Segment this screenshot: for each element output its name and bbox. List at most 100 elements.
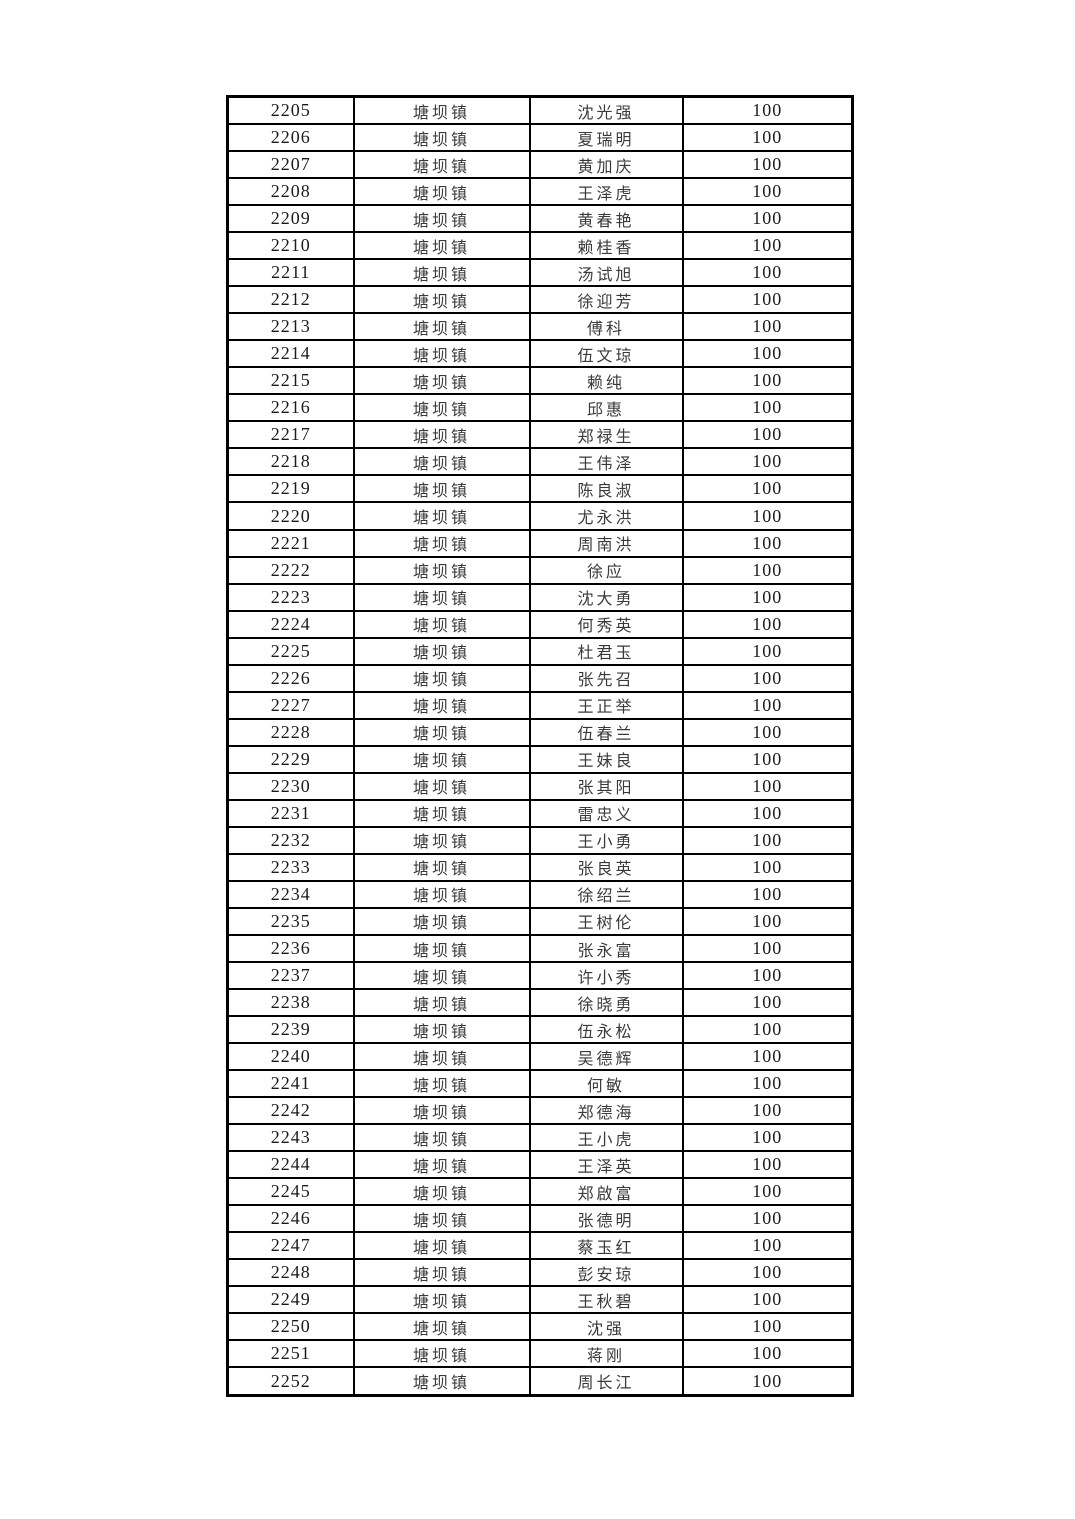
town-cell: 塘坝镇 (352, 177, 531, 207)
name-cell: 王正举 (528, 690, 684, 720)
town-cell: 塘坝镇 (352, 231, 531, 261)
serial-cell: 2231 (226, 798, 355, 828)
name-cell: 汤试旭 (528, 258, 684, 288)
name-cell: 郑禄生 (528, 420, 684, 450)
serial-cell: 2241 (226, 1069, 355, 1099)
name-cell: 杜君玉 (528, 636, 684, 666)
table-row: 2210 塘坝镇 赖桂香 100 (226, 231, 854, 261)
town-cell: 塘坝镇 (352, 663, 531, 693)
table-row: 2245 塘坝镇 郑啟富 100 (226, 1177, 854, 1207)
name-cell: 张先召 (528, 663, 684, 693)
serial-cell: 2224 (226, 609, 355, 639)
score-cell: 100 (681, 1069, 854, 1099)
town-cell: 塘坝镇 (352, 474, 531, 504)
serial-cell: 2240 (226, 1042, 355, 1072)
serial-cell: 2220 (226, 501, 355, 531)
score-cell: 100 (681, 933, 854, 964)
score-cell: 100 (681, 393, 854, 423)
roster-table: 2205 塘坝镇 沈光强 100 2206 塘坝镇 夏瑞明 100 2207 塘… (226, 95, 854, 1397)
table-row: 2234 塘坝镇 徐绍兰 100 (226, 879, 854, 909)
town-cell: 塘坝镇 (352, 501, 531, 531)
table-row: 2218 塘坝镇 王伟泽 100 (226, 447, 854, 477)
name-cell: 赖纯 (528, 366, 684, 396)
table-row: 2247 塘坝镇 蔡玉红 100 (226, 1231, 854, 1261)
name-cell: 王小勇 (528, 825, 684, 855)
town-cell: 塘坝镇 (352, 447, 531, 477)
town-cell: 塘坝镇 (352, 852, 531, 882)
table-row: 2238 塘坝镇 徐晓勇 100 (226, 988, 854, 1018)
score-cell: 100 (681, 717, 854, 747)
table-row: 2233 塘坝镇 张良英 100 (226, 852, 854, 882)
score-cell: 100 (681, 1339, 854, 1369)
name-cell: 徐晓勇 (528, 988, 684, 1018)
score-cell: 100 (681, 744, 854, 774)
table-row: 2227 塘坝镇 王正举 100 (226, 690, 854, 720)
name-cell: 徐迎芳 (528, 285, 684, 315)
score-cell: 100 (681, 339, 854, 369)
serial-cell: 2248 (226, 1258, 355, 1288)
score-cell: 100 (681, 1312, 854, 1342)
score-cell: 100 (681, 1204, 854, 1234)
serial-cell: 2209 (226, 204, 355, 234)
name-cell: 伍文琼 (528, 339, 684, 369)
town-cell: 塘坝镇 (352, 1231, 531, 1261)
serial-cell: 2219 (226, 474, 355, 504)
name-cell: 王秋碧 (528, 1285, 684, 1315)
score-cell: 100 (681, 95, 854, 126)
table-row: 2250 塘坝镇 沈强 100 (226, 1312, 854, 1342)
score-cell: 100 (681, 1123, 854, 1153)
serial-cell: 2225 (226, 636, 355, 666)
name-cell: 陈良淑 (528, 474, 684, 504)
name-cell: 沈光强 (528, 95, 684, 126)
town-cell: 塘坝镇 (352, 1177, 531, 1207)
table-row: 2217 塘坝镇 郑禄生 100 (226, 420, 854, 450)
town-cell: 塘坝镇 (352, 393, 531, 423)
name-cell: 夏瑞明 (528, 123, 684, 153)
table-row: 2226 塘坝镇 张先召 100 (226, 663, 854, 693)
name-cell: 张永富 (528, 933, 684, 964)
score-cell: 100 (681, 582, 854, 612)
name-cell: 王伟泽 (528, 447, 684, 477)
table-row: 2237 塘坝镇 许小秀 100 (226, 961, 854, 991)
table-row: 2232 塘坝镇 王小勇 100 (226, 825, 854, 855)
town-cell: 塘坝镇 (352, 906, 531, 936)
score-cell: 100 (681, 177, 854, 207)
serial-cell: 2222 (226, 555, 355, 585)
name-cell: 蒋刚 (528, 1339, 684, 1369)
town-cell: 塘坝镇 (352, 204, 531, 234)
table-row: 2215 塘坝镇 赖纯 100 (226, 366, 854, 396)
score-cell: 100 (681, 961, 854, 991)
name-cell: 邱惠 (528, 393, 684, 423)
table-row: 2222 塘坝镇 徐应 100 (226, 555, 854, 585)
name-cell: 何敏 (528, 1069, 684, 1099)
name-cell: 周南洪 (528, 528, 684, 558)
table-row: 2236 塘坝镇 张永富 100 (226, 933, 854, 964)
town-cell: 塘坝镇 (352, 1339, 531, 1369)
table-row: 2240 塘坝镇 吴德辉 100 (226, 1042, 854, 1072)
table-row: 2244 塘坝镇 王泽英 100 (226, 1150, 854, 1180)
score-cell: 100 (681, 609, 854, 639)
town-cell: 塘坝镇 (352, 609, 531, 639)
score-cell: 100 (681, 420, 854, 450)
roster-table-body: 2205 塘坝镇 沈光强 100 2206 塘坝镇 夏瑞明 100 2207 塘… (226, 95, 854, 1397)
score-cell: 100 (681, 1285, 854, 1315)
name-cell: 吴德辉 (528, 1042, 684, 1072)
score-cell: 100 (681, 1258, 854, 1288)
score-cell: 100 (681, 555, 854, 585)
name-cell: 何秀英 (528, 609, 684, 639)
score-cell: 100 (681, 447, 854, 477)
score-cell: 100 (681, 123, 854, 153)
town-cell: 塘坝镇 (352, 988, 531, 1018)
serial-cell: 2214 (226, 339, 355, 369)
serial-cell: 2215 (226, 366, 355, 396)
name-cell: 雷忠义 (528, 798, 684, 828)
serial-cell: 2246 (226, 1204, 355, 1234)
town-cell: 塘坝镇 (352, 150, 531, 180)
name-cell: 伍永松 (528, 1015, 684, 1045)
table-row: 2221 塘坝镇 周南洪 100 (226, 528, 854, 558)
score-cell: 100 (681, 231, 854, 261)
table-row: 2229 塘坝镇 王妹良 100 (226, 744, 854, 774)
name-cell: 张良英 (528, 852, 684, 882)
serial-cell: 2252 (226, 1366, 355, 1397)
